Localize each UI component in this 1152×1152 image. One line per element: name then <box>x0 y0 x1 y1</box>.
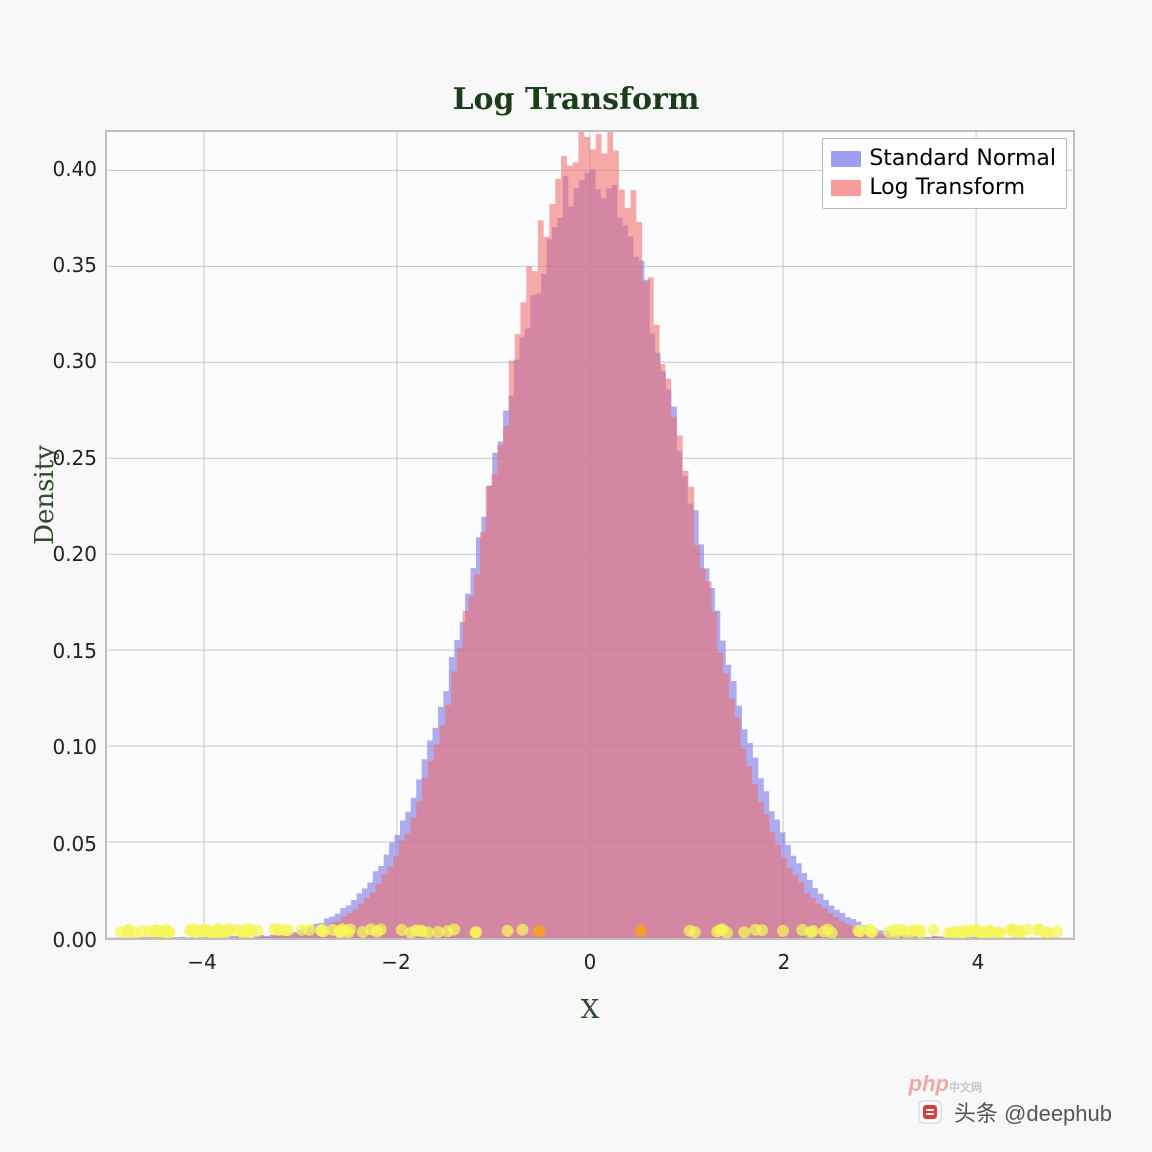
watermark-toutiao-text: 头条 @deephub <box>954 1101 1112 1126</box>
legend: Standard NormalLog Transform <box>822 138 1067 209</box>
legend-entry: Log Transform <box>831 174 1056 203</box>
legend-label: Log Transform <box>869 174 1025 203</box>
legend-entry: Standard Normal <box>831 145 1056 174</box>
x-tick: −2 <box>381 950 411 974</box>
series-1 <box>127 132 1054 938</box>
watermark-php-sub: 中文网 <box>949 1082 982 1094</box>
plot-svg <box>107 132 1073 938</box>
y-tick: 0.15 <box>47 639 97 663</box>
y-tick: 0.05 <box>47 832 97 856</box>
y-tick: 0.40 <box>47 157 97 181</box>
x-tick: 4 <box>963 950 993 974</box>
x-tick: 0 <box>575 950 605 974</box>
y-tick: 0.00 <box>47 928 97 952</box>
y-tick: 0.20 <box>47 542 97 566</box>
watermark-php: php中文网 <box>909 1071 982 1097</box>
x-axis-label: X <box>105 995 1075 1025</box>
y-tick: 0.10 <box>47 735 97 759</box>
y-tick: 0.35 <box>47 253 97 277</box>
chart-title: Log Transform <box>0 82 1152 117</box>
y-tick: 0.30 <box>47 349 97 373</box>
y-tick: 0.25 <box>47 446 97 470</box>
watermark-toutiao: 头条 @deephub <box>918 1096 1112 1130</box>
x-tick: −4 <box>187 950 217 974</box>
toutiao-logo-icon <box>918 1100 942 1130</box>
legend-label: Standard Normal <box>869 145 1056 174</box>
legend-swatch <box>831 180 861 196</box>
plot-area: Standard NormalLog Transform <box>105 130 1075 940</box>
legend-swatch <box>831 151 861 167</box>
x-tick: 2 <box>769 950 799 974</box>
watermark-php-main: php <box>909 1071 949 1096</box>
figure: Log Transform Density X Standard NormalL… <box>0 0 1152 1152</box>
